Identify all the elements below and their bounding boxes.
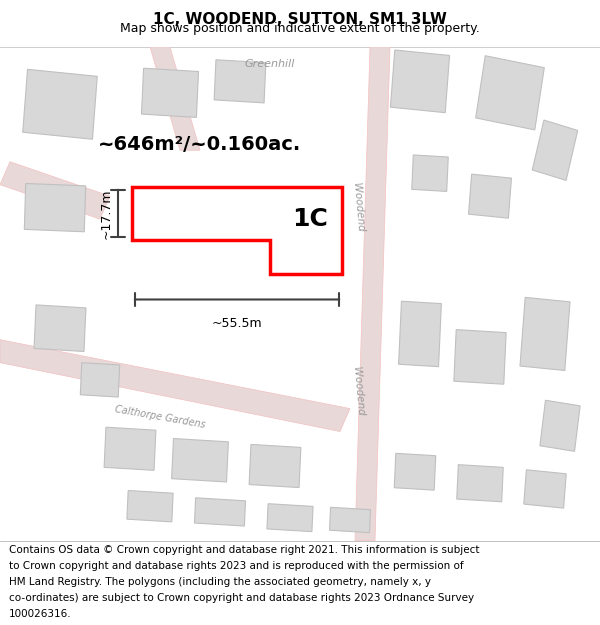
- Text: to Crown copyright and database rights 2023 and is reproduced with the permissio: to Crown copyright and database rights 2…: [9, 561, 464, 571]
- Text: ~55.5m: ~55.5m: [212, 317, 262, 330]
- Polygon shape: [132, 187, 342, 274]
- Text: Map shows position and indicative extent of the property.: Map shows position and indicative extent…: [120, 22, 480, 35]
- Polygon shape: [454, 329, 506, 384]
- Polygon shape: [214, 60, 266, 103]
- Polygon shape: [391, 50, 449, 112]
- Polygon shape: [34, 305, 86, 351]
- Polygon shape: [412, 155, 448, 191]
- Polygon shape: [469, 174, 511, 218]
- Polygon shape: [194, 498, 245, 526]
- Text: 1C, WOODEND, SUTTON, SM1 3LW: 1C, WOODEND, SUTTON, SM1 3LW: [153, 12, 447, 27]
- Polygon shape: [524, 470, 566, 508]
- Text: Calthorpe Gardens: Calthorpe Gardens: [114, 404, 206, 429]
- Text: 1C: 1C: [292, 207, 328, 231]
- Polygon shape: [0, 162, 110, 219]
- Polygon shape: [150, 47, 200, 150]
- Polygon shape: [532, 120, 578, 181]
- Polygon shape: [520, 298, 570, 371]
- Polygon shape: [80, 362, 120, 397]
- Polygon shape: [25, 184, 86, 232]
- Polygon shape: [127, 491, 173, 522]
- Polygon shape: [398, 301, 442, 367]
- Text: Woodend: Woodend: [351, 366, 365, 416]
- Polygon shape: [476, 56, 544, 130]
- Text: Woodend: Woodend: [351, 182, 365, 232]
- Polygon shape: [249, 444, 301, 488]
- Polygon shape: [355, 47, 390, 541]
- Polygon shape: [540, 400, 580, 451]
- Polygon shape: [23, 69, 97, 139]
- Polygon shape: [329, 508, 370, 532]
- Polygon shape: [394, 453, 436, 490]
- Text: HM Land Registry. The polygons (including the associated geometry, namely x, y: HM Land Registry. The polygons (includin…: [9, 577, 431, 587]
- Text: ~646m²/~0.160ac.: ~646m²/~0.160ac.: [98, 135, 302, 154]
- Text: ~17.7m: ~17.7m: [100, 188, 113, 239]
- Polygon shape: [104, 428, 156, 471]
- Polygon shape: [142, 68, 199, 118]
- Polygon shape: [0, 339, 350, 431]
- Text: Greenhill: Greenhill: [245, 59, 295, 69]
- Text: co-ordinates) are subject to Crown copyright and database rights 2023 Ordnance S: co-ordinates) are subject to Crown copyr…: [9, 593, 474, 603]
- Polygon shape: [172, 439, 229, 482]
- Polygon shape: [267, 504, 313, 532]
- Text: 100026316.: 100026316.: [9, 609, 71, 619]
- Polygon shape: [457, 464, 503, 502]
- Text: Contains OS data © Crown copyright and database right 2021. This information is : Contains OS data © Crown copyright and d…: [9, 545, 479, 555]
